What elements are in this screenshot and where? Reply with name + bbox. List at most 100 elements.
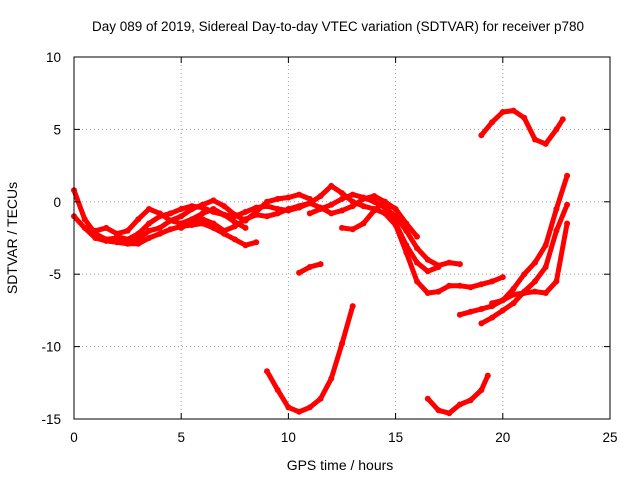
x-tick-label: 20 xyxy=(495,430,510,445)
data-point xyxy=(553,278,560,285)
data-point xyxy=(81,224,88,231)
data-point xyxy=(467,308,474,315)
data-point xyxy=(317,206,324,212)
data-point xyxy=(210,208,217,215)
data-point xyxy=(306,264,313,270)
data-point xyxy=(414,233,420,240)
data-point xyxy=(296,408,303,415)
data-point xyxy=(103,237,110,244)
data-point xyxy=(564,220,571,227)
data-point xyxy=(435,262,442,269)
data-point xyxy=(306,210,313,217)
data-point xyxy=(188,219,195,226)
data-point xyxy=(559,116,566,123)
series-layer xyxy=(71,107,571,417)
data-point xyxy=(435,407,442,414)
y-tick-label: -5 xyxy=(49,267,61,282)
data-point xyxy=(146,206,152,212)
data-point xyxy=(499,274,506,281)
data-point xyxy=(296,269,303,276)
y-tick-labels: -15 -10 -5 0 5 10 xyxy=(41,50,61,427)
data-point xyxy=(285,194,292,201)
data-point xyxy=(532,278,538,285)
data-point xyxy=(135,240,142,247)
data-point xyxy=(92,227,99,234)
data-point xyxy=(285,404,292,411)
data-point xyxy=(392,206,399,212)
series-line xyxy=(425,373,491,416)
data-point xyxy=(553,126,560,133)
data-point xyxy=(403,242,410,249)
data-point xyxy=(339,340,345,347)
data-point xyxy=(274,210,281,217)
data-point xyxy=(424,395,431,402)
data-point xyxy=(456,282,463,289)
data-point xyxy=(424,268,431,275)
y-tick-label: 0 xyxy=(53,195,61,210)
data-point xyxy=(542,140,549,147)
series-track-8 xyxy=(296,261,324,276)
data-point xyxy=(274,195,281,202)
data-point xyxy=(113,233,120,240)
data-point xyxy=(499,109,506,115)
data-point xyxy=(156,213,163,220)
data-point xyxy=(253,211,260,218)
data-point xyxy=(489,300,496,307)
data-point xyxy=(510,107,517,114)
x-axis-label: GPS time / hours xyxy=(287,457,394,473)
data-point xyxy=(371,207,378,214)
data-point xyxy=(146,227,152,234)
data-point xyxy=(349,226,356,233)
data-point xyxy=(414,259,420,266)
data-point xyxy=(478,387,485,393)
data-point xyxy=(478,306,485,312)
series-track-14 xyxy=(489,220,571,307)
data-point xyxy=(135,230,142,237)
data-point xyxy=(81,216,88,223)
data-point xyxy=(156,224,163,231)
data-point xyxy=(489,278,496,285)
x-tick-label: 15 xyxy=(388,430,403,445)
data-point xyxy=(542,242,549,249)
data-point xyxy=(178,206,185,212)
data-point xyxy=(264,203,270,210)
data-point xyxy=(349,303,356,310)
data-point xyxy=(242,208,249,215)
data-point xyxy=(124,236,131,243)
data-point xyxy=(296,203,303,210)
data-point xyxy=(231,213,238,220)
data-point xyxy=(274,387,281,393)
data-point xyxy=(306,404,313,411)
data-point xyxy=(124,240,131,247)
series-line xyxy=(478,108,566,147)
series-track-9 xyxy=(264,303,356,415)
data-point xyxy=(339,224,345,231)
data-point xyxy=(414,245,420,252)
data-point xyxy=(467,397,474,404)
data-point xyxy=(403,220,410,227)
data-point xyxy=(264,213,270,220)
data-point xyxy=(296,191,303,198)
data-point xyxy=(360,220,367,227)
data-point xyxy=(92,235,99,241)
data-point xyxy=(371,193,378,199)
data-point xyxy=(381,198,388,205)
x-tick-label: 0 xyxy=(70,430,78,445)
data-point xyxy=(253,239,260,246)
data-point xyxy=(484,372,491,379)
data-point xyxy=(124,227,131,234)
data-point xyxy=(499,297,506,304)
data-point xyxy=(424,256,431,263)
data-point xyxy=(135,216,142,223)
data-point xyxy=(188,203,195,210)
series-track-11 xyxy=(478,107,566,147)
data-point xyxy=(210,220,217,227)
y-tick-label: -15 xyxy=(41,412,61,427)
data-point xyxy=(532,136,538,143)
data-point xyxy=(253,204,260,211)
data-point xyxy=(478,281,485,288)
data-point xyxy=(532,288,538,295)
data-point xyxy=(264,368,270,375)
data-point xyxy=(456,261,463,268)
